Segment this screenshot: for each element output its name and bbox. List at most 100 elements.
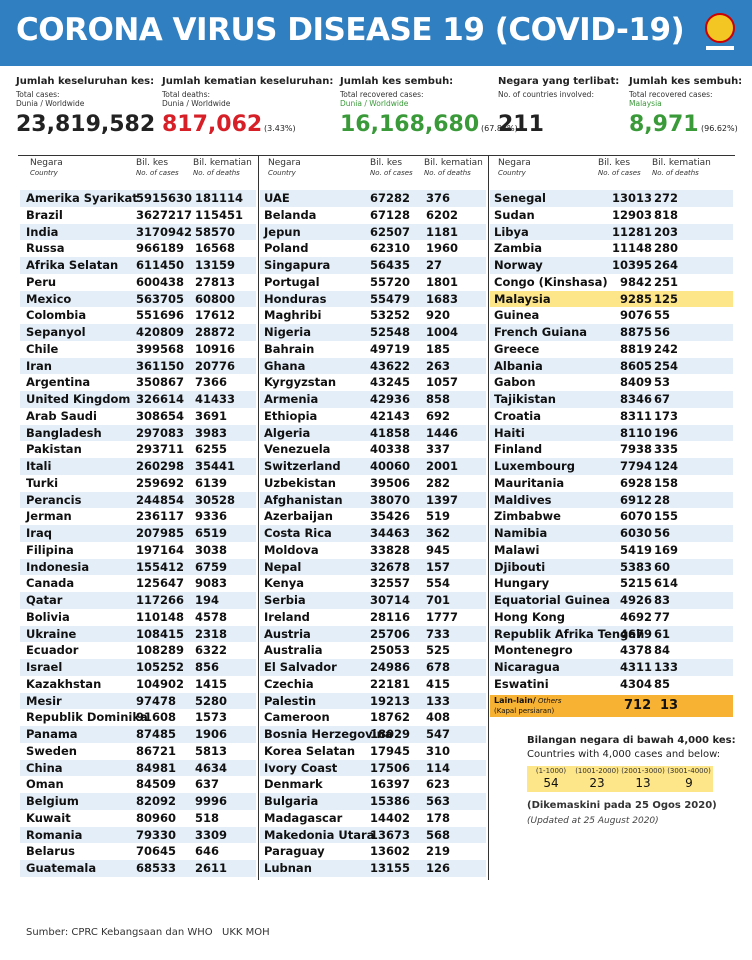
country-name: Austria (264, 626, 311, 641)
cases: 35426 (370, 509, 411, 524)
table-row: Finland 7938 335 (490, 441, 733, 458)
table-row: Guatemala 68533 2611 (20, 860, 256, 877)
cases: 42936 (370, 392, 411, 406)
table-row: Australia 25053 525 (260, 642, 486, 659)
country-name: Israel (26, 660, 63, 674)
country-name: Makedonia Utara (264, 827, 375, 842)
cases: 11148 (611, 241, 652, 256)
deaths: 178 (426, 810, 451, 825)
deaths: 133 (426, 693, 451, 708)
stat-label: Jumlah kematian keseluruhan: (162, 76, 334, 87)
deaths: 60 (654, 559, 671, 574)
country-name: Armenia (264, 392, 319, 406)
deaths: 83 (654, 593, 671, 607)
country-name: Senegal (494, 191, 547, 205)
cases: 259692 (136, 475, 185, 490)
cases: 55720 (370, 274, 411, 289)
table-row: Hungary 5215 614 (490, 575, 733, 592)
header-text-en: Country (498, 169, 526, 177)
cases: 326614 (136, 392, 185, 406)
country-name: Equatorial Guinea (494, 593, 611, 607)
country-name: Switzerland (264, 459, 341, 473)
cases: 4378 (619, 643, 652, 658)
deaths: 678 (426, 660, 451, 674)
country-name: French Guiana (494, 325, 588, 339)
table-row: Zambia 11148 280 (490, 240, 733, 257)
country-name: Poland (264, 241, 309, 256)
table-row: Senegal 13013 272 (490, 190, 733, 207)
stat-value: 23,819,582 (16, 112, 156, 137)
cases: 293711 (136, 442, 185, 457)
cases: 108289 (136, 643, 185, 658)
deaths: 3691 (195, 408, 228, 423)
deaths: 28872 (195, 325, 236, 339)
country-name: Malawi (494, 542, 540, 557)
cases: 43245 (370, 375, 411, 390)
header-text-en: No. of cases (136, 169, 179, 177)
stat-sublabel: Total cases: (16, 90, 60, 99)
cases: 104902 (136, 676, 185, 691)
deaths: 28 (654, 492, 671, 507)
deaths: 5813 (195, 743, 228, 758)
deaths: 920 (426, 308, 451, 323)
cases: 600438 (136, 274, 185, 289)
deaths: 9996 (195, 794, 228, 808)
table-row: Tajikistan 8346 67 (490, 391, 733, 408)
stat-label: Negara yang terlibat: (498, 76, 620, 87)
country-name: Iran (26, 358, 52, 373)
table-row: Belanda 67128 6202 (260, 206, 486, 224)
deaths: 56 (654, 325, 671, 339)
cases: 84981 (136, 760, 177, 775)
deaths: 945 (426, 542, 451, 557)
country-name: Palestin (264, 693, 317, 708)
table-row: United Kingdom 326614 41433 (20, 391, 256, 408)
table-row: Guinea 9076 55 (490, 307, 733, 324)
cases: 13155 (370, 861, 411, 875)
table-row: Itali 260298 35441 (20, 458, 256, 475)
deaths: 6759 (195, 559, 228, 574)
country-name: Tajikistan (494, 392, 556, 406)
country-name: Hungary (494, 576, 550, 591)
cases: 22181 (370, 676, 411, 691)
country-name: Amerika Syarikat (26, 191, 138, 205)
country-name: Afrika Selatan (26, 258, 119, 272)
cases: 52548 (370, 325, 411, 339)
cases: 67282 (370, 191, 411, 205)
table-row: Ethiopia 42143 692 (260, 407, 486, 425)
deaths: 219 (426, 844, 451, 859)
header-text: Bil. kematian (193, 158, 252, 168)
table-row: Maghribi 53252 920 (260, 307, 486, 324)
stat-scope: Dunia / Worldwide (16, 99, 85, 108)
table-row: Palestin 19213 133 (260, 692, 486, 710)
deaths: 362 (426, 526, 451, 540)
stat-percent: (96.62%) (701, 124, 738, 133)
cases: 13673 (370, 827, 411, 842)
bin-value: 54 (543, 776, 559, 790)
cases: 49719 (370, 341, 411, 356)
table-row: Chile 399568 10916 (20, 340, 256, 358)
country-name: Djibouti (494, 559, 546, 574)
deaths: 17612 (195, 308, 236, 323)
country-name: Sweden (26, 743, 77, 758)
country-name: Bosnia Herzegovina (264, 727, 393, 741)
deaths: 3983 (195, 425, 228, 440)
country-name: Namibia (494, 526, 548, 540)
table-row: Croatia 8311 173 (490, 407, 733, 425)
deaths: 818 (654, 207, 679, 222)
deaths: 158 (654, 475, 679, 490)
country-name: Maldives (494, 492, 552, 507)
deaths: 310 (426, 743, 451, 758)
cases: 6070 (619, 509, 652, 524)
country-name: Singapura (264, 258, 331, 272)
table-row: Filipina 197164 3038 (20, 541, 256, 559)
deaths: 84 (654, 643, 671, 658)
table-row: Ecuador 108289 6322 (20, 642, 256, 659)
bin-label: (2001-3000) (621, 767, 665, 775)
table-row: Kazakhstan 104902 1415 (20, 675, 256, 693)
others-note: (Kapal persiaran) (494, 706, 555, 715)
country-name: Oman (26, 777, 64, 792)
country-name: Mexico (26, 291, 72, 306)
country-name: Peru (26, 274, 57, 289)
deaths: 27813 (195, 274, 236, 289)
deaths: 181114 (195, 191, 244, 205)
